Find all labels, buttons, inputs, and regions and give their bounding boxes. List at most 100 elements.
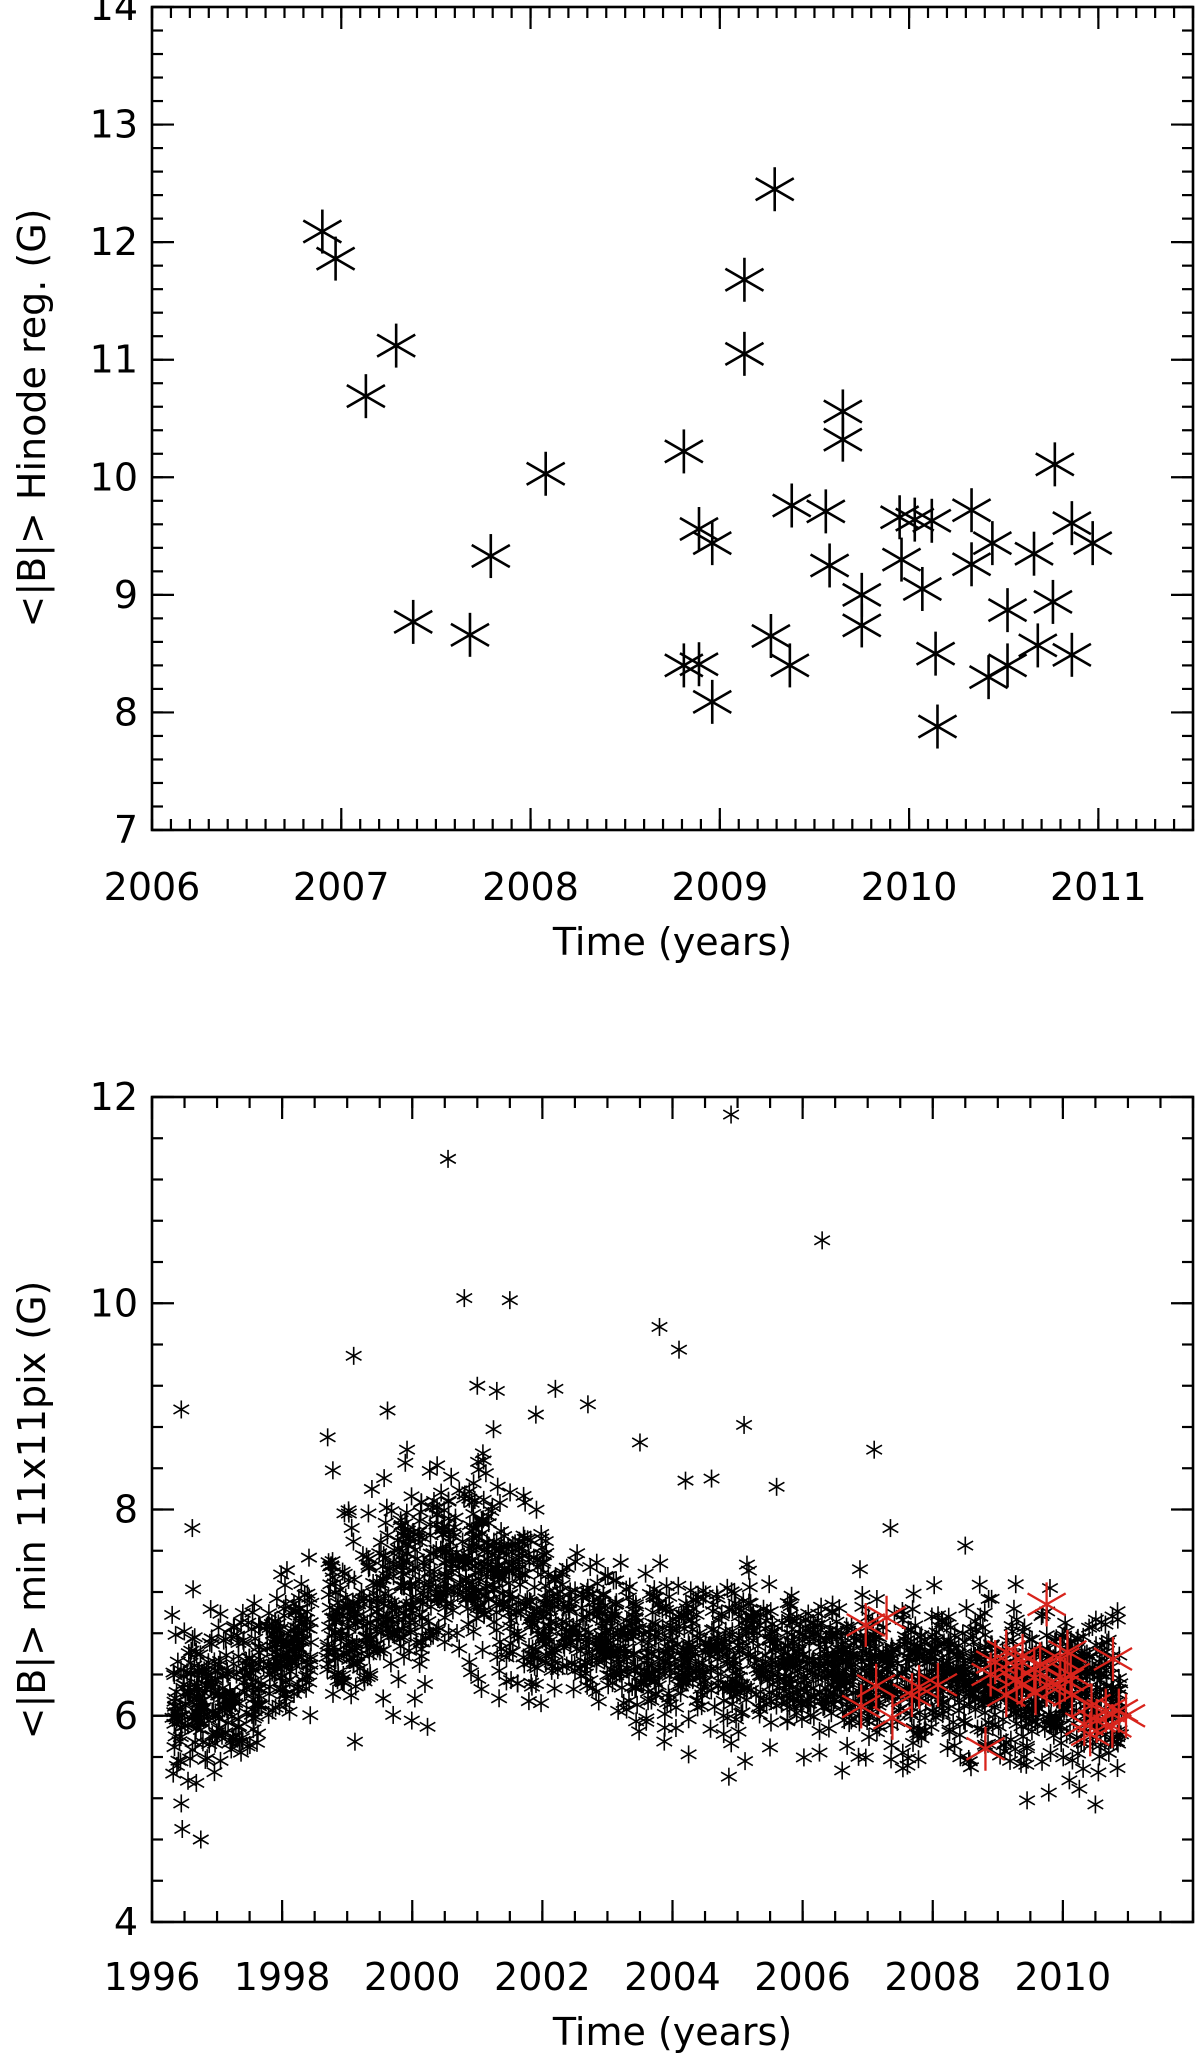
data-point (912, 498, 952, 543)
data-point (761, 1738, 779, 1757)
data-point (390, 1670, 407, 1689)
x-tick-label: 2000 (364, 1955, 461, 1999)
data-point (490, 1689, 508, 1708)
data-point (1055, 1748, 1072, 1767)
data-point (525, 451, 566, 496)
data-point (621, 1577, 638, 1596)
data-point (628, 1695, 646, 1714)
data-point (838, 1736, 856, 1755)
data-point (300, 1548, 318, 1567)
data-point (971, 1575, 988, 1594)
data-point (680, 1745, 697, 1764)
y-tick-label: 10 (90, 1281, 138, 1325)
data-point (246, 1594, 263, 1613)
data-point (637, 1564, 654, 1583)
data-point (416, 1675, 434, 1694)
x-axis-title: Time (years) (552, 2010, 792, 2054)
data-point-outlier (1087, 1795, 1104, 1814)
plot-frame (150, 5, 1195, 832)
data-point (260, 1604, 278, 1623)
data-point (470, 1669, 487, 1688)
data-point (1041, 1579, 1059, 1598)
data-point (215, 1631, 232, 1650)
data-point (243, 1620, 260, 1639)
data-point (664, 429, 704, 474)
data-point (336, 1504, 353, 1523)
data-point (225, 1616, 243, 1635)
data-point (194, 1733, 212, 1752)
data-point (773, 1694, 790, 1713)
data-point (951, 488, 992, 533)
data-point (382, 1654, 400, 1673)
y-tick-label: 12 (90, 1075, 138, 1119)
data-point (980, 1589, 997, 1608)
data-point (724, 257, 765, 302)
data-point (375, 1689, 392, 1708)
data-point (770, 643, 810, 688)
data-point (868, 1590, 886, 1609)
data-point (268, 1589, 286, 1608)
data-point (315, 236, 356, 281)
data-point (1033, 579, 1073, 624)
data-point (692, 521, 732, 566)
data-point-outlier (379, 1401, 396, 1420)
data-point (343, 1518, 360, 1537)
data-point (346, 1732, 364, 1751)
data-point-outlier (1018, 1791, 1036, 1810)
data-point (184, 1580, 202, 1599)
data-point (842, 603, 882, 648)
data-point (987, 588, 1028, 633)
y-tick-label: 9 (114, 573, 138, 617)
data-point-outlier (439, 1149, 457, 1168)
data-point (1071, 1779, 1088, 1798)
data-point (276, 1576, 294, 1595)
data-point (403, 1711, 420, 1730)
data-point (702, 1719, 719, 1738)
data-point (448, 1624, 466, 1643)
y-tick-label: 14 (90, 0, 138, 29)
data-point (736, 1752, 754, 1771)
data-point (905, 1584, 922, 1603)
y-tick-label: 7 (114, 808, 138, 852)
data-point (951, 542, 992, 587)
data-point (795, 1748, 813, 1767)
data-point (833, 1761, 851, 1780)
data-point (428, 1456, 446, 1475)
data-point-outlier (651, 1317, 668, 1336)
y-tick-label: 6 (114, 1694, 138, 1738)
data-point (360, 1504, 377, 1523)
data-point (509, 1625, 526, 1644)
x-tick-label: 2004 (624, 1955, 721, 1999)
data-point-outlier (192, 1830, 209, 1849)
data-point (451, 1639, 468, 1658)
data-point (384, 1705, 402, 1724)
data-point (489, 1477, 506, 1496)
data-point (1005, 1599, 1023, 1618)
x-tick-label: 2009 (671, 865, 768, 909)
data-point (987, 643, 1028, 688)
data-point (1064, 1751, 1081, 1770)
data-point (565, 1680, 582, 1699)
data-point-outlier (456, 1289, 473, 1308)
data-point (461, 1653, 478, 1672)
data-point (910, 1750, 927, 1769)
data-point (762, 1713, 780, 1732)
y-tick-label: 11 (90, 338, 138, 382)
data-point (915, 631, 956, 676)
data-point (813, 1614, 831, 1633)
data-point (1091, 1747, 1108, 1766)
x-tick-label: 2006 (754, 1955, 851, 1999)
data-point-outlier (173, 1794, 190, 1813)
data-point (346, 374, 386, 419)
x-tick-label: 2002 (494, 1955, 591, 1999)
data-point-outlier (527, 1405, 545, 1424)
data-point (419, 1717, 436, 1736)
y-axis-title: <|B|> min 11x11pix (G) (10, 1281, 55, 1740)
data-point (751, 614, 791, 659)
data-point (324, 1684, 342, 1703)
data-point (502, 1584, 519, 1603)
data-point-outlier (547, 1379, 564, 1398)
data-point (501, 1483, 519, 1502)
data-point (741, 1578, 758, 1597)
